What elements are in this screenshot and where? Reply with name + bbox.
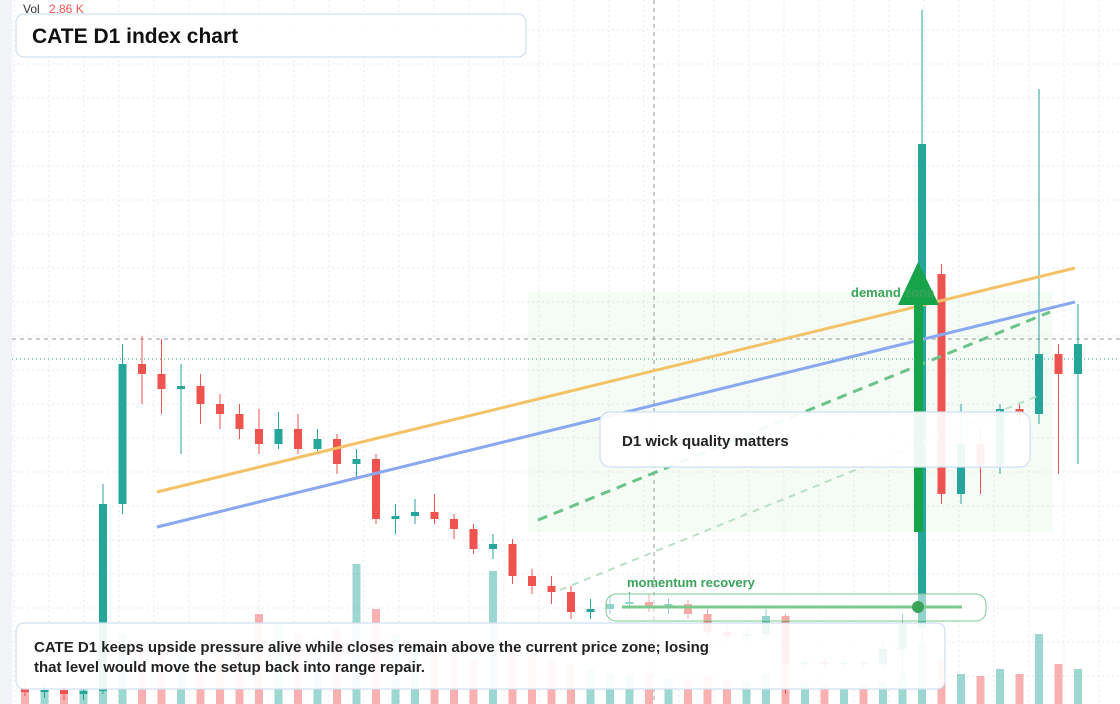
volume-bar <box>976 676 985 704</box>
recovery-label: momentum recovery <box>627 575 756 590</box>
candle-body <box>40 690 49 692</box>
volume-bar <box>820 686 829 704</box>
candle-body <box>567 592 575 612</box>
volume-bar <box>664 678 673 704</box>
volume-bar <box>879 682 887 704</box>
candle-body <box>99 504 107 691</box>
title-box <box>15 13 527 58</box>
chart-title: CATE D1 index chart <box>32 25 238 48</box>
volume-bar <box>840 688 848 704</box>
candle-body <box>508 544 517 576</box>
candle-body <box>547 586 556 592</box>
side-strip <box>0 0 12 704</box>
candle-body <box>450 519 458 529</box>
candle-body <box>586 609 595 612</box>
candle-body <box>1035 354 1043 414</box>
candle-body <box>255 429 263 444</box>
candle-body <box>177 386 185 389</box>
volume-bar <box>1054 664 1063 704</box>
candle-body <box>216 404 224 414</box>
candle-body <box>313 439 322 449</box>
candle-body <box>489 544 497 549</box>
candle-body <box>430 512 439 519</box>
candle-body <box>294 429 302 449</box>
candle-body <box>528 576 536 586</box>
candle-body <box>372 459 380 519</box>
candle-body <box>957 444 965 494</box>
arrow-head <box>898 262 939 305</box>
candle-body <box>235 414 244 429</box>
candle-body <box>79 691 88 694</box>
candle-body <box>21 688 29 692</box>
candle-body <box>411 512 419 516</box>
volume-bar <box>1015 674 1024 704</box>
callout-box <box>599 411 1031 468</box>
note-text: CATE D1 keeps upside pressure alive whil… <box>34 639 709 676</box>
volume-bar <box>957 674 965 704</box>
candle-body <box>157 374 166 389</box>
candle-body <box>469 529 478 549</box>
volume-bar <box>801 684 809 704</box>
zone-label: demand zone <box>851 285 934 300</box>
volume-label: Vol <box>23 2 40 16</box>
candle-body <box>937 274 946 494</box>
note-box <box>15 622 946 690</box>
volume-bar <box>859 686 868 704</box>
candle-body <box>138 364 146 374</box>
volume-bar <box>1074 669 1082 704</box>
recovery-dot <box>912 601 924 613</box>
candle-body <box>118 364 127 504</box>
volume-bar <box>684 679 692 704</box>
volume-bar <box>996 669 1004 704</box>
volume-bar <box>625 676 634 704</box>
candle-body <box>352 459 361 464</box>
volume-bar <box>1035 634 1043 704</box>
volume-bar <box>21 690 29 704</box>
candle-body <box>391 516 400 519</box>
candle-body <box>333 439 341 464</box>
candle-body <box>1074 344 1082 374</box>
candle-body <box>60 690 68 694</box>
volume-bar <box>723 680 731 704</box>
volume-value: 2.86 K <box>49 2 84 16</box>
candle-body <box>1054 354 1063 374</box>
callout-text: D1 wick quality matters <box>622 433 789 450</box>
volume-bar <box>742 682 751 704</box>
candle-body <box>274 429 283 444</box>
volume-bar <box>703 676 712 704</box>
candle-body <box>196 386 205 404</box>
